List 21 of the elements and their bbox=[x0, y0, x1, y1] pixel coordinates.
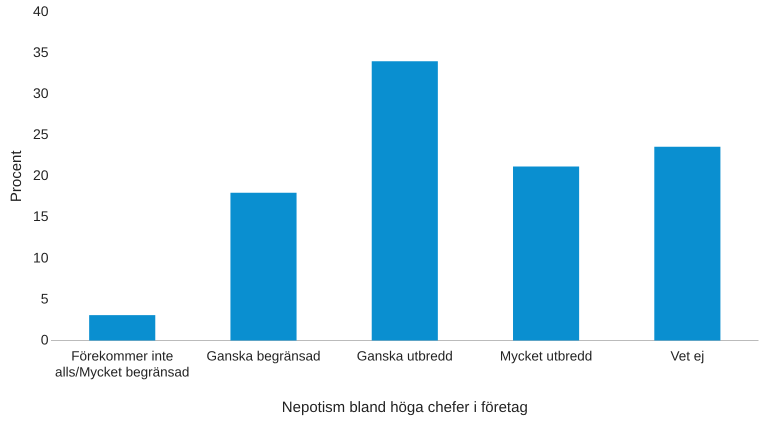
bar bbox=[230, 192, 297, 341]
x-tick-label: Mycket utbredd bbox=[500, 348, 592, 364]
bar bbox=[89, 315, 156, 341]
y-tick-label: 30 bbox=[32, 85, 49, 102]
bar bbox=[654, 146, 720, 341]
bar bbox=[372, 61, 438, 341]
y-tick-label: 15 bbox=[32, 208, 49, 224]
x-tick-label: Vet ej bbox=[670, 348, 704, 364]
bar bbox=[513, 166, 580, 341]
x-tick-label: Ganska utbredd bbox=[356, 348, 453, 364]
x-axis-title: Nepotism bland höga chefer i företag bbox=[282, 399, 528, 416]
x-tick-label: Förekommer inte alls/Mycket begränsad bbox=[55, 348, 190, 380]
y-tick-label: 5 bbox=[40, 290, 49, 306]
y-tick-label: 0 bbox=[40, 331, 49, 348]
y-tick-label: 25 bbox=[32, 126, 49, 142]
x-tick-label: Ganska begränsad bbox=[206, 348, 321, 364]
y-axis-title: Procent bbox=[8, 150, 26, 202]
y-tick-label: 35 bbox=[32, 44, 49, 60]
y-tick-label: 10 bbox=[32, 249, 49, 266]
y-tick-label: 40 bbox=[32, 2, 49, 19]
y-tick-label: 20 bbox=[32, 167, 49, 184]
